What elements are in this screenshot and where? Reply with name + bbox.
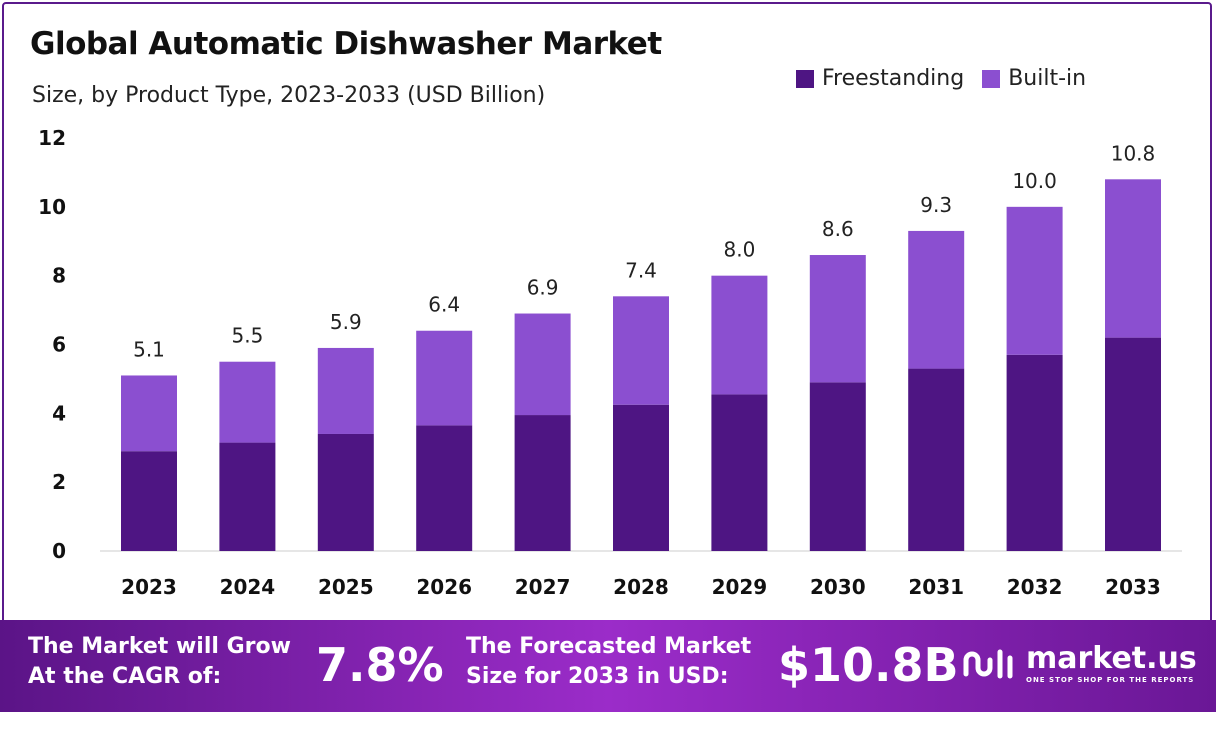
x-tick-label-2028: 2028 <box>613 575 669 599</box>
bar-freestanding-2027 <box>514 415 571 551</box>
legend-item-built-in: Built-in <box>982 66 1086 91</box>
chart-subtitle: Size, by Product Type, 2023-2033 (USD Bi… <box>32 83 546 108</box>
y-tick-label: 6 <box>52 333 66 357</box>
y-tick-label: 10 <box>38 195 66 219</box>
bar-built-in-2023 <box>121 375 177 452</box>
logo-tagline: ONE STOP SHOP FOR THE REPORTS <box>1026 676 1195 684</box>
forecast-label: The Forecasted Market Size for 2033 in U… <box>466 634 752 689</box>
total-label-2030: 8.6 <box>822 217 854 241</box>
total-label-2024: 5.5 <box>231 324 263 348</box>
y-tick-label: 2 <box>52 470 66 494</box>
y-tick-label: 8 <box>52 264 66 288</box>
bar-freestanding-2029 <box>711 394 768 551</box>
total-label-2027: 6.9 <box>527 276 559 300</box>
bar-freestanding-2033 <box>1105 337 1161 551</box>
bar-freestanding-2023 <box>121 451 177 551</box>
legend: Freestanding Built-in <box>796 66 1086 91</box>
legend-label-built-in: Built-in <box>1008 66 1087 91</box>
bar-chart: 0 2 4 6 8 10 12 5.1 2023 5.5 2024 5.9 2025 6.4 2026 6.9… <box>38 126 1182 599</box>
footer-banner: The Market will Grow At the CAGR of: 7.8… <box>0 620 1216 712</box>
bar-freestanding-2025 <box>317 433 374 551</box>
bar-freestanding-2028 <box>613 404 669 551</box>
market-us-logo-icon <box>963 649 1013 679</box>
x-tick-label-2025: 2025 <box>318 575 374 599</box>
logo-name: market.us <box>1026 641 1197 676</box>
total-label-2031: 9.3 <box>920 193 952 217</box>
bar-freestanding-2026 <box>416 425 473 551</box>
bar-built-in-2030 <box>809 255 866 383</box>
x-tick-label-2031: 2031 <box>908 575 964 599</box>
x-tick-label-2032: 2032 <box>1007 575 1063 599</box>
bar-built-in-2033 <box>1105 179 1161 338</box>
total-label-2028: 7.4 <box>625 258 657 282</box>
total-label-2032: 10.0 <box>1012 169 1057 193</box>
bar-freestanding-2024 <box>219 442 276 551</box>
x-tick-label-2023: 2023 <box>121 575 177 599</box>
bar-built-in-2029 <box>711 275 768 395</box>
legend-label-freestanding: Freestanding <box>822 66 965 91</box>
bar-freestanding-2032 <box>1006 354 1063 551</box>
forecast-value: $10.8B <box>778 638 959 692</box>
total-label-2029: 8.0 <box>723 238 755 262</box>
bar-built-in-2031 <box>908 230 965 369</box>
bar-built-in-2024 <box>219 361 276 443</box>
x-tick-label-2026: 2026 <box>416 575 472 599</box>
bar-built-in-2026 <box>416 330 473 426</box>
y-tick-label: 4 <box>52 401 66 425</box>
chart-title: Global Automatic Dishwasher Market <box>30 26 662 62</box>
bar-built-in-2025 <box>317 347 374 434</box>
x-tick-label-2030: 2030 <box>810 575 866 599</box>
total-label-2026: 6.4 <box>428 293 460 317</box>
x-tick-label-2024: 2024 <box>220 575 276 599</box>
bar-built-in-2032 <box>1006 206 1063 355</box>
cagr-label: The Market will Grow At the CAGR of: <box>28 634 291 689</box>
legend-swatch-freestanding <box>796 69 814 88</box>
bar-freestanding-2031 <box>908 368 965 551</box>
x-tick-label-2029: 2029 <box>712 575 768 599</box>
total-label-2033: 10.8 <box>1111 141 1156 165</box>
total-label-2025: 5.9 <box>330 310 362 334</box>
y-tick-label: 12 <box>38 126 66 150</box>
bar-built-in-2027 <box>514 313 571 416</box>
market-us-logo: market.us ONE STOP SHOP FOR THE REPORTS <box>962 644 1197 684</box>
x-tick-label-2027: 2027 <box>515 575 571 599</box>
bar-freestanding-2030 <box>809 382 866 551</box>
x-tick-label-2033: 2033 <box>1105 575 1161 599</box>
total-label-2023: 5.1 <box>133 337 165 361</box>
bar-built-in-2028 <box>613 296 669 405</box>
y-tick-label: 0 <box>52 539 66 563</box>
legend-item-freestanding: Freestanding <box>796 66 964 91</box>
cagr-value: 7.8% <box>316 638 444 692</box>
legend-swatch-built-in <box>982 69 1001 88</box>
